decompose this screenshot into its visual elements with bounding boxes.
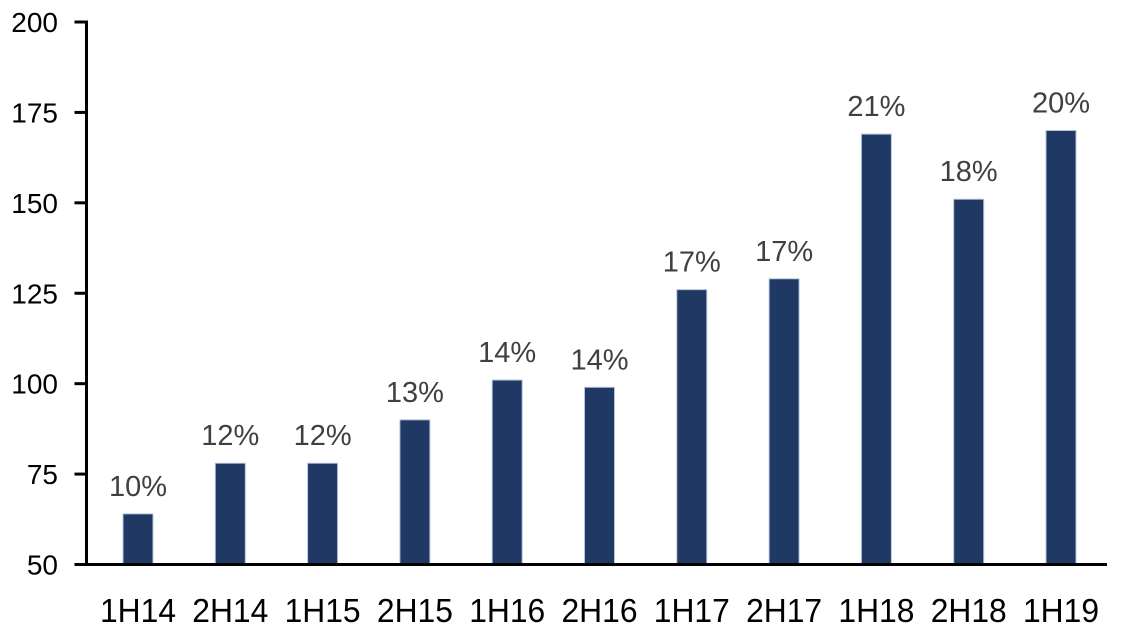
bar-value-label: 12% [201, 420, 259, 452]
bar-2h15 [399, 419, 431, 566]
bar-value-label: 12% [294, 420, 352, 452]
x-axis-label: 2H15 [377, 592, 453, 629]
x-axis-label: 1H19 [1023, 592, 1099, 629]
bar-2h16 [584, 386, 615, 565]
y-axis-tick-label: 200 [11, 7, 58, 38]
x-axis-label: 1H17 [654, 592, 730, 629]
bar-1h14 [122, 513, 154, 565]
bar-1h16 [491, 379, 523, 565]
x-axis-label: 2H18 [931, 592, 1007, 629]
bar-value-label: 17% [755, 236, 813, 268]
bar-1h18 [860, 133, 892, 565]
bar-2h17 [768, 278, 800, 565]
bar-value-label: 14% [478, 337, 536, 369]
x-axis-label: 1H14 [100, 592, 176, 629]
bar-1h19 [1045, 130, 1077, 565]
y-axis-tick-label: 100 [11, 369, 58, 400]
x-axis-label: 2H17 [746, 592, 822, 629]
x-axis-label: 1H15 [285, 592, 361, 629]
bar-value-label: 20% [1032, 88, 1090, 120]
x-axis-label: 1H16 [469, 592, 545, 629]
y-axis-tick-label: 150 [11, 188, 58, 219]
bar-value-label: 14% [570, 344, 628, 376]
bar-value-label: 18% [940, 156, 998, 188]
bar-1h17 [676, 289, 708, 565]
x-axis-label: 2H14 [192, 592, 268, 629]
bar-value-label: 13% [386, 377, 444, 409]
y-axis-tick-label: 125 [11, 278, 58, 309]
bar-value-label: 21% [847, 91, 905, 123]
x-axis-label: 1H18 [838, 592, 914, 629]
x-axis-label: 2H16 [562, 592, 638, 629]
bar-value-label: 17% [663, 247, 721, 279]
y-axis-tick-label: 75 [27, 459, 58, 490]
y-axis-tick-label: 175 [11, 97, 58, 128]
y-axis-tick-label: 50 [27, 550, 58, 581]
bar-2h14 [214, 462, 246, 566]
bar-2h18 [953, 198, 985, 565]
bar-1h15 [307, 462, 339, 566]
bar-value-label: 10% [109, 471, 167, 503]
